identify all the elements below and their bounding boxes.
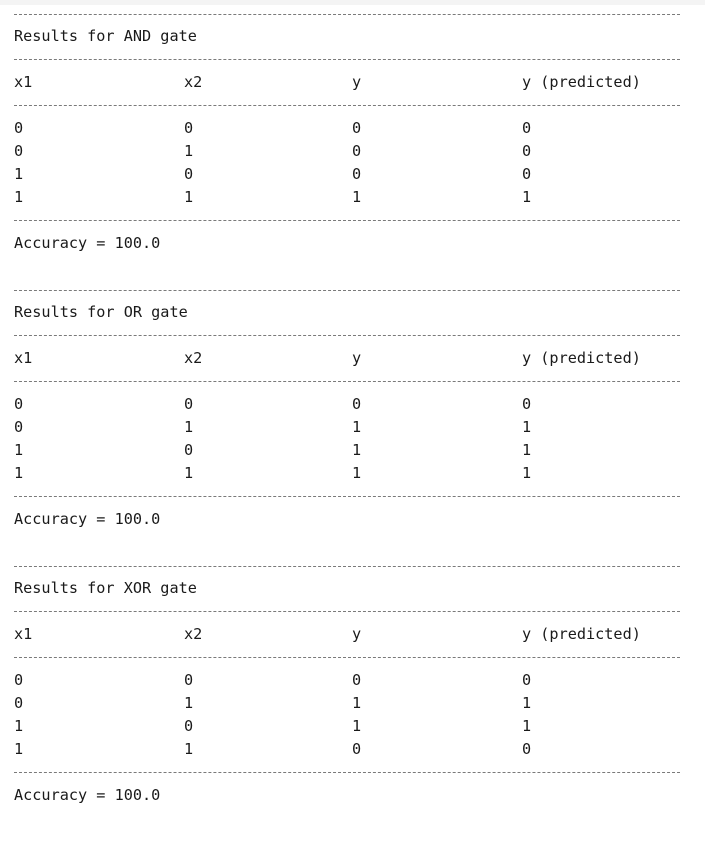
cell-x1: 1 [14, 740, 24, 758]
table-row: 1 1 0 0 [14, 739, 680, 759]
table-row: 0 0 0 0 [14, 394, 680, 414]
cell-y-predicted: 0 [522, 165, 532, 183]
dashed-rule [14, 657, 680, 658]
column-header-y-predicted: y (predicted) [522, 625, 641, 643]
cell-y: 0 [352, 395, 362, 413]
cell-y: 1 [352, 418, 362, 436]
column-header-y: y [352, 625, 362, 643]
table-row: 1 0 1 1 [14, 716, 680, 736]
cell-x2: 1 [184, 464, 194, 482]
cell-x2: 0 [184, 119, 194, 137]
cell-x1: 1 [14, 441, 24, 459]
cell-x2: 0 [184, 165, 194, 183]
cell-x2: 1 [184, 142, 194, 160]
cell-y-predicted: 1 [522, 418, 532, 436]
section-title: Results for OR gate [14, 303, 188, 321]
cell-x1: 1 [14, 188, 24, 206]
table-row: 0 1 1 1 [14, 693, 680, 713]
column-header-x1: x1 [14, 73, 33, 91]
section-title: Results for AND gate [14, 27, 197, 45]
cell-y: 1 [352, 441, 362, 459]
cell-x1: 0 [14, 395, 24, 413]
cell-y-predicted: 0 [522, 119, 532, 137]
cell-y: 1 [352, 717, 362, 735]
column-header-x1: x1 [14, 625, 33, 643]
cell-x2: 0 [184, 395, 194, 413]
cell-y-predicted: 1 [522, 717, 532, 735]
cell-output-top-strip [0, 0, 705, 5]
dashed-rule [14, 381, 680, 382]
column-header-x2: x2 [184, 73, 203, 91]
cell-y-predicted: 0 [522, 740, 532, 758]
table-row: 1 0 0 0 [14, 164, 680, 184]
dashed-rule [14, 290, 680, 291]
table-row: 1 1 1 1 [14, 463, 680, 483]
table-row: 0 1 1 1 [14, 417, 680, 437]
table-header-row: x1 x2 y y (predicted) [14, 72, 680, 92]
cell-x1: 1 [14, 717, 24, 735]
accuracy-text: Accuracy = 100.0 [14, 510, 161, 528]
column-header-y: y [352, 349, 362, 367]
cell-y-predicted: 0 [522, 395, 532, 413]
cell-y-predicted: 1 [522, 694, 532, 712]
cell-y: 0 [352, 119, 362, 137]
cell-x2: 1 [184, 418, 194, 436]
column-header-x2: x2 [184, 625, 203, 643]
cell-y-predicted: 0 [522, 142, 532, 160]
dashed-rule [14, 335, 680, 336]
table-row: 0 0 0 0 [14, 118, 680, 138]
cell-x1: 0 [14, 142, 24, 160]
section-title: Results for XOR gate [14, 579, 197, 597]
cell-y: 0 [352, 740, 362, 758]
dashed-rule [14, 772, 680, 773]
column-header-y-predicted: y (predicted) [522, 349, 641, 367]
column-header-x1: x1 [14, 349, 33, 367]
dashed-rule [14, 611, 680, 612]
dashed-rule [14, 14, 680, 15]
dashed-rule [14, 59, 680, 60]
cell-x1: 0 [14, 694, 24, 712]
cell-y: 0 [352, 165, 362, 183]
column-header-y: y [352, 73, 362, 91]
cell-y-predicted: 1 [522, 464, 532, 482]
cell-y: 1 [352, 188, 362, 206]
cell-y: 0 [352, 142, 362, 160]
cell-y-predicted: 0 [522, 671, 532, 689]
cell-x1: 0 [14, 119, 24, 137]
table-row: 0 1 0 0 [14, 141, 680, 161]
cell-y: 0 [352, 671, 362, 689]
cell-x1: 0 [14, 418, 24, 436]
cell-x2: 0 [184, 441, 194, 459]
cell-x2: 1 [184, 694, 194, 712]
dashed-rule [14, 496, 680, 497]
dashed-rule [14, 220, 680, 221]
cell-y: 1 [352, 694, 362, 712]
dashed-rule [14, 566, 680, 567]
cell-x2: 1 [184, 740, 194, 758]
table-row: 1 1 1 1 [14, 187, 680, 207]
table-row: 0 0 0 0 [14, 670, 680, 690]
accuracy-text: Accuracy = 100.0 [14, 234, 161, 252]
cell-x1: 1 [14, 165, 24, 183]
cell-y: 1 [352, 464, 362, 482]
cell-x2: 1 [184, 188, 194, 206]
cell-x1: 1 [14, 464, 24, 482]
table-header-row: x1 x2 y y (predicted) [14, 624, 680, 644]
dashed-rule [14, 105, 680, 106]
cell-x2: 0 [184, 717, 194, 735]
accuracy-text: Accuracy = 100.0 [14, 786, 161, 804]
table-header-row: x1 x2 y y (predicted) [14, 348, 680, 368]
column-header-x2: x2 [184, 349, 203, 367]
cell-y-predicted: 1 [522, 188, 532, 206]
column-header-y-predicted: y (predicted) [522, 73, 641, 91]
cell-y-predicted: 1 [522, 441, 532, 459]
cell-x2: 0 [184, 671, 194, 689]
cell-x1: 0 [14, 671, 24, 689]
table-row: 1 0 1 1 [14, 440, 680, 460]
